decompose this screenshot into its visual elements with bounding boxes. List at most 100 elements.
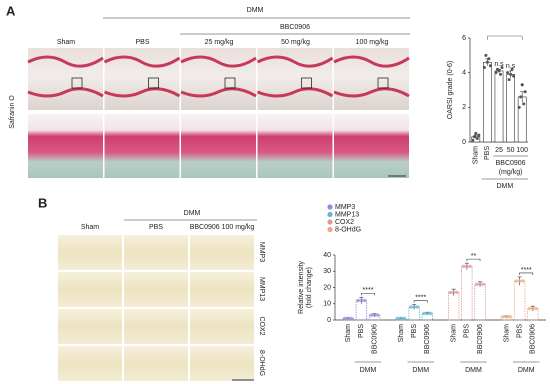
legend-label: 8-OHdG bbox=[335, 226, 361, 233]
data-point bbox=[485, 60, 489, 64]
data-point-marker bbox=[395, 316, 400, 321]
legend-label: COX2 bbox=[335, 219, 354, 226]
x-tick-label: PBS bbox=[358, 324, 365, 338]
y-axis-label: Relative intensity(fold change) bbox=[298, 261, 313, 314]
histology-zoom bbox=[104, 114, 180, 178]
group-label: DMM bbox=[360, 367, 377, 374]
column-label: Sham bbox=[57, 39, 75, 46]
column-label: Sham bbox=[81, 224, 99, 231]
y-tick-label: 6 bbox=[462, 35, 466, 42]
significance: n.s bbox=[494, 61, 504, 68]
zoom-box bbox=[71, 77, 83, 89]
data-point-marker bbox=[448, 290, 453, 295]
legend-marker bbox=[327, 219, 333, 225]
data-point bbox=[522, 102, 526, 106]
legend-label: MMP3 bbox=[335, 204, 355, 211]
x-tick-label: BBC0906 bbox=[530, 324, 537, 354]
data-point-marker bbox=[402, 316, 407, 321]
data-point bbox=[517, 105, 521, 109]
legend-marker bbox=[327, 211, 333, 218]
bar bbox=[506, 74, 515, 143]
data-point bbox=[506, 71, 510, 75]
tissue-band bbox=[180, 55, 257, 68]
ihc-image bbox=[124, 272, 188, 307]
x-tick-label: Sham bbox=[451, 324, 458, 342]
panel-label: A bbox=[6, 3, 16, 18]
tissue-band bbox=[256, 87, 334, 98]
row-label: MMP13 bbox=[258, 277, 265, 301]
data-point bbox=[477, 133, 481, 137]
data-point-marker bbox=[461, 264, 466, 269]
data-point bbox=[472, 135, 476, 139]
data-point-marker bbox=[451, 290, 456, 295]
bracket bbox=[413, 300, 428, 303]
group-label: DMM bbox=[518, 367, 535, 374]
data-point-marker bbox=[465, 264, 469, 269]
ihc-image bbox=[190, 309, 254, 344]
significance: n.s bbox=[506, 63, 516, 70]
data-point-marker bbox=[343, 316, 347, 321]
significance: **** bbox=[521, 267, 532, 274]
data-point bbox=[520, 83, 524, 87]
column-label: PBS bbox=[149, 224, 163, 231]
data-point-marker bbox=[369, 313, 374, 317]
bracket bbox=[487, 35, 523, 40]
data-point-marker bbox=[372, 313, 377, 317]
data-point-marker bbox=[514, 279, 519, 283]
y-tick-label: 40 bbox=[323, 252, 331, 259]
ihc-image bbox=[58, 346, 122, 381]
tissue-band bbox=[27, 55, 104, 68]
data-point-marker bbox=[428, 311, 433, 316]
data-point bbox=[488, 64, 492, 68]
x-tick-label: BBC0906 bbox=[371, 324, 378, 354]
x-tick-label: PBS bbox=[484, 146, 491, 160]
data-point bbox=[475, 137, 479, 141]
y-tick-label: 30 bbox=[323, 268, 331, 275]
bar bbox=[461, 265, 473, 321]
legend-label: MMP13 bbox=[335, 211, 359, 218]
row-label: MMP3 bbox=[258, 242, 265, 262]
histology-zoom bbox=[28, 114, 103, 178]
data-point-marker bbox=[531, 306, 535, 311]
row-label: COX2 bbox=[258, 316, 265, 335]
x-tick-label: PBS bbox=[411, 324, 418, 338]
ihc-image bbox=[124, 309, 188, 344]
significance: ** bbox=[471, 253, 477, 260]
data-point bbox=[510, 67, 514, 71]
data-point bbox=[497, 69, 501, 73]
histology-zoom bbox=[181, 114, 256, 178]
data-point-marker bbox=[359, 298, 364, 303]
y-tick-label: 2 bbox=[462, 104, 466, 111]
data-point bbox=[523, 90, 527, 94]
row-label: 8-OHdG bbox=[258, 350, 265, 376]
data-point-marker bbox=[534, 306, 538, 311]
data-point-marker bbox=[376, 313, 380, 317]
data-point bbox=[474, 131, 478, 135]
x-tick-label: 100 bbox=[516, 147, 528, 154]
data-point-marker bbox=[399, 316, 403, 321]
group-label: DMM bbox=[247, 7, 264, 14]
legend-marker bbox=[327, 204, 333, 210]
ihc-image bbox=[58, 272, 122, 307]
zoom-box bbox=[148, 77, 159, 89]
panel-label: B bbox=[38, 195, 47, 210]
ihc-image bbox=[190, 346, 254, 381]
significance: **** bbox=[415, 294, 426, 301]
y-tick-label: 20 bbox=[323, 284, 331, 291]
data-point bbox=[507, 78, 511, 82]
data-point-marker bbox=[517, 279, 522, 283]
data-point-marker bbox=[425, 311, 430, 316]
stain-label: Safranin O bbox=[9, 95, 16, 129]
x-tick-label: Sham bbox=[473, 146, 480, 164]
group-label: DMM bbox=[184, 210, 201, 217]
x-tick-label: BBC0906 bbox=[477, 324, 484, 354]
data-point-marker bbox=[474, 282, 479, 287]
bar bbox=[448, 291, 460, 321]
histology-zoom bbox=[257, 114, 333, 178]
significance: * bbox=[521, 84, 524, 91]
data-point-marker bbox=[455, 290, 459, 295]
x-tick-label: 25 bbox=[495, 147, 503, 154]
column-label: 50 mg/kg bbox=[281, 39, 310, 46]
histology-zoom bbox=[334, 114, 409, 178]
data-point bbox=[500, 65, 504, 69]
